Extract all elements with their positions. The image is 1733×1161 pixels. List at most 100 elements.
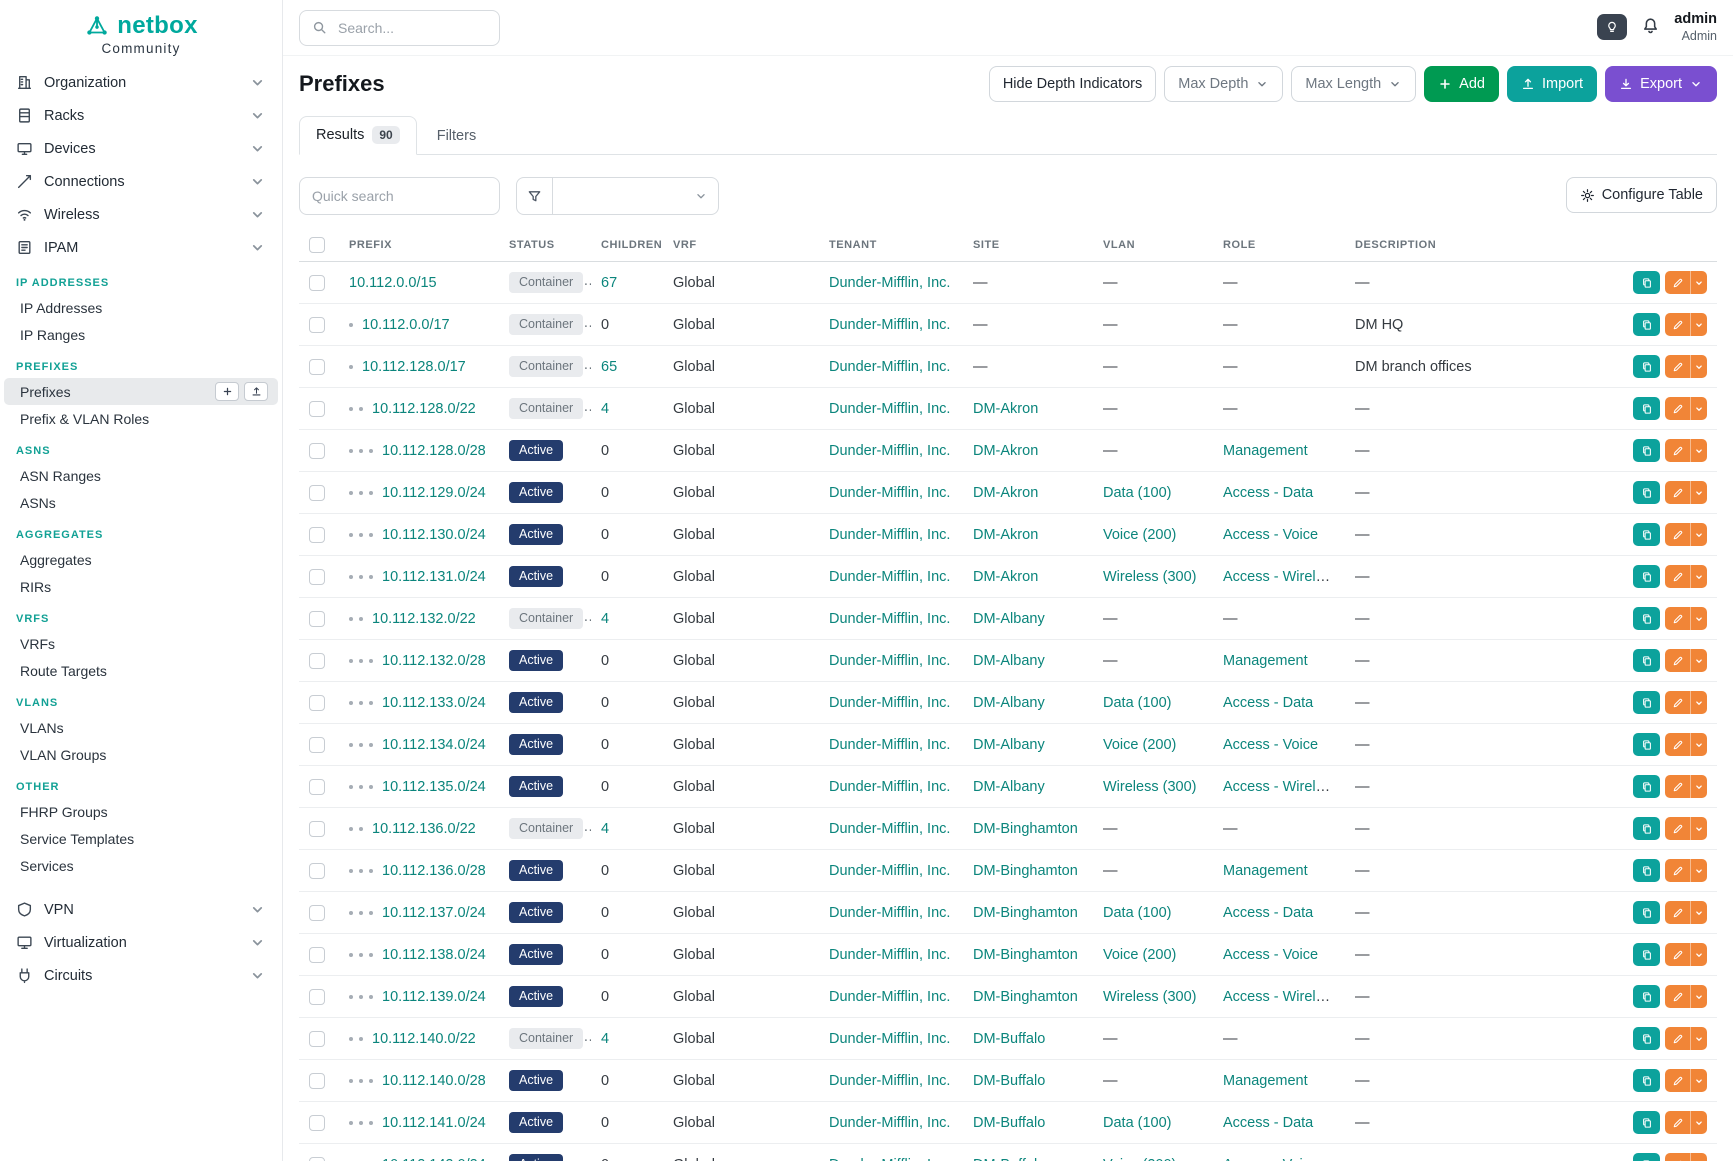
prefix-link[interactable]: 10.112.135.0/24 — [382, 779, 486, 795]
site-link[interactable]: DM-Binghamton — [973, 905, 1078, 921]
prefix-link[interactable]: 10.112.142.0/24 — [382, 1157, 486, 1161]
column-header-prefix[interactable]: Prefix — [339, 229, 499, 262]
vlan-link[interactable]: Voice (200) — [1103, 947, 1176, 963]
tenant-link[interactable]: Dunder-Mifflin, Inc. — [829, 527, 950, 543]
edit-button[interactable] — [1665, 985, 1690, 1008]
site-link[interactable]: DM-Akron — [973, 569, 1038, 585]
site-link[interactable]: DM-Binghamton — [973, 821, 1078, 837]
tenant-link[interactable]: Dunder-Mifflin, Inc. — [829, 1157, 950, 1161]
edit-button[interactable] — [1665, 355, 1690, 378]
copy-button[interactable] — [1633, 733, 1660, 756]
edit-dropdown-button[interactable] — [1690, 859, 1707, 882]
row-checkbox[interactable] — [309, 1031, 325, 1047]
sidebar-item-route-targets[interactable]: Route Targets — [4, 657, 278, 684]
max-length-dropdown[interactable]: Max Length — [1291, 66, 1416, 102]
children-link[interactable]: 4 — [601, 401, 609, 417]
export-dropdown-button[interactable]: Export — [1605, 66, 1717, 102]
copy-button[interactable] — [1633, 271, 1660, 294]
tenant-link[interactable]: Dunder-Mifflin, Inc. — [829, 275, 950, 291]
role-link[interactable]: Access - Voice — [1223, 737, 1318, 753]
copy-button[interactable] — [1633, 943, 1660, 966]
tab-results[interactable]: Results 90 — [299, 116, 417, 155]
tenant-link[interactable]: Dunder-Mifflin, Inc. — [829, 401, 950, 417]
edit-button[interactable] — [1665, 1069, 1690, 1092]
role-link[interactable]: Management — [1223, 863, 1308, 879]
site-link[interactable]: DM-Albany — [973, 737, 1045, 753]
edit-dropdown-button[interactable] — [1690, 691, 1707, 714]
tenant-link[interactable]: Dunder-Mifflin, Inc. — [829, 1115, 950, 1131]
global-search[interactable] — [299, 10, 500, 46]
role-link[interactable]: Management — [1223, 1073, 1308, 1089]
edit-dropdown-button[interactable] — [1690, 397, 1707, 420]
prefix-link[interactable]: 10.112.128.0/22 — [372, 401, 476, 417]
row-checkbox[interactable] — [309, 1073, 325, 1089]
quick-search-input[interactable] — [299, 177, 500, 215]
sidebar-item-vrfs[interactable]: VRFs — [4, 630, 278, 657]
user-menu[interactable]: admin Admin — [1674, 11, 1717, 43]
prefix-link[interactable]: 10.112.131.0/24 — [382, 569, 486, 585]
sidebar-item-asn-ranges[interactable]: ASN Ranges — [4, 462, 278, 489]
saved-filter-select[interactable] — [553, 177, 719, 215]
tenant-link[interactable]: Dunder-Mifflin, Inc. — [829, 485, 950, 501]
tenant-link[interactable]: Dunder-Mifflin, Inc. — [829, 989, 950, 1005]
copy-button[interactable] — [1633, 565, 1660, 588]
role-link[interactable]: Management — [1223, 443, 1308, 459]
row-checkbox[interactable] — [309, 653, 325, 669]
prefix-link[interactable]: 10.112.141.0/24 — [382, 1115, 486, 1131]
edit-button[interactable] — [1665, 1111, 1690, 1134]
edit-dropdown-button[interactable] — [1690, 775, 1707, 798]
role-link[interactable]: Access - Wireless — [1223, 989, 1338, 1005]
brand[interactable]: netbox Community — [0, 12, 282, 56]
sidebar-item-devices[interactable]: Devices — [0, 132, 282, 165]
vlan-link[interactable]: Wireless (300) — [1103, 989, 1196, 1005]
column-header-children[interactable]: Children — [591, 229, 663, 262]
tenant-link[interactable]: Dunder-Mifflin, Inc. — [829, 611, 950, 627]
column-header-status[interactable]: Status — [499, 229, 591, 262]
site-link[interactable]: DM-Buffalo — [973, 1115, 1045, 1131]
prefix-link[interactable]: 10.112.139.0/24 — [382, 989, 486, 1005]
site-link[interactable]: DM-Binghamton — [973, 863, 1078, 879]
edit-dropdown-button[interactable] — [1690, 523, 1707, 546]
site-link[interactable]: DM-Binghamton — [973, 989, 1078, 1005]
edit-dropdown-button[interactable] — [1690, 313, 1707, 336]
edit-dropdown-button[interactable] — [1690, 817, 1707, 840]
vlan-link[interactable]: Data (100) — [1103, 1115, 1172, 1131]
column-header-vrf[interactable]: VRF — [663, 229, 819, 262]
row-checkbox[interactable] — [309, 611, 325, 627]
sidebar-item-circuits[interactable]: Circuits — [0, 959, 282, 992]
edit-button[interactable] — [1665, 649, 1690, 672]
edit-dropdown-button[interactable] — [1690, 901, 1707, 924]
vlan-link[interactable]: Voice (200) — [1103, 527, 1176, 543]
copy-button[interactable] — [1633, 481, 1660, 504]
edit-dropdown-button[interactable] — [1690, 565, 1707, 588]
vlan-link[interactable]: Data (100) — [1103, 905, 1172, 921]
edit-button[interactable] — [1665, 775, 1690, 798]
site-link[interactable]: DM-Akron — [973, 527, 1038, 543]
tenant-link[interactable]: Dunder-Mifflin, Inc. — [829, 905, 950, 921]
row-checkbox[interactable] — [309, 443, 325, 459]
row-checkbox[interactable] — [309, 485, 325, 501]
vlan-link[interactable]: Wireless (300) — [1103, 779, 1196, 795]
sidebar-item-rirs[interactable]: RIRs — [4, 573, 278, 600]
row-checkbox[interactable] — [309, 1157, 325, 1161]
role-link[interactable]: Access - Data — [1223, 905, 1313, 921]
column-header-site[interactable]: Site — [963, 229, 1093, 262]
prefix-link[interactable]: 10.112.136.0/22 — [372, 821, 476, 837]
copy-button[interactable] — [1633, 1153, 1660, 1161]
edit-button[interactable] — [1665, 481, 1690, 504]
sidebar-item-connections[interactable]: Connections — [0, 165, 282, 198]
row-checkbox[interactable] — [309, 275, 325, 291]
tenant-link[interactable]: Dunder-Mifflin, Inc. — [829, 947, 950, 963]
row-checkbox[interactable] — [309, 401, 325, 417]
edit-button[interactable] — [1665, 439, 1690, 462]
copy-button[interactable] — [1633, 775, 1660, 798]
edit-button[interactable] — [1665, 607, 1690, 630]
tenant-link[interactable]: Dunder-Mifflin, Inc. — [829, 779, 950, 795]
role-link[interactable]: Access - Data — [1223, 1115, 1313, 1131]
edit-button[interactable] — [1665, 733, 1690, 756]
tenant-link[interactable]: Dunder-Mifflin, Inc. — [829, 1031, 950, 1047]
sidebar-item-organization[interactable]: Organization — [0, 66, 282, 99]
configure-table-button[interactable]: Configure Table — [1566, 177, 1717, 213]
sidebar-item-prefix-vlan-roles[interactable]: Prefix & VLAN Roles — [4, 405, 278, 432]
prefix-link[interactable]: 10.112.140.0/28 — [382, 1073, 486, 1089]
